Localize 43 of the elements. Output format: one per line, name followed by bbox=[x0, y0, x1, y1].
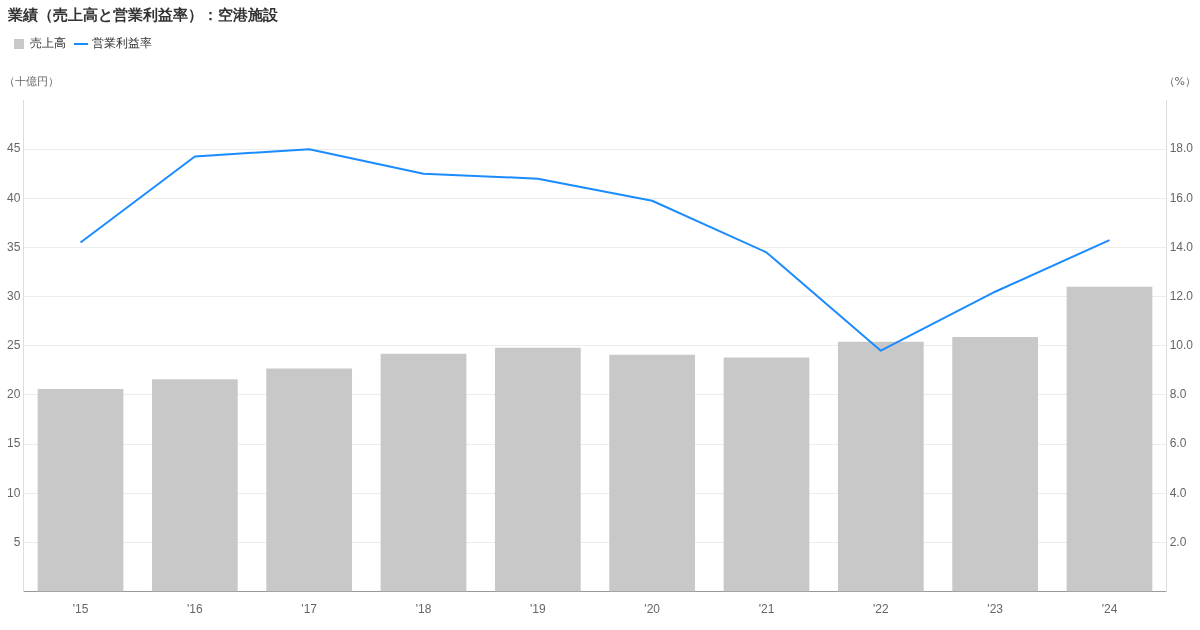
y2-tick-label: 18.0 bbox=[1169, 141, 1194, 156]
bar bbox=[151, 379, 238, 592]
bar bbox=[952, 336, 1039, 592]
x-tick-label: '17 bbox=[301, 602, 318, 617]
y-tick-label: 25 bbox=[6, 338, 21, 353]
x-tick-label: '23 bbox=[987, 602, 1004, 617]
y-tick-label: 20 bbox=[6, 387, 21, 402]
chart-title: 業績（売上高と営業利益率）：空港施設 bbox=[8, 6, 278, 25]
x-tick-label: '19 bbox=[530, 602, 546, 617]
y-tick-label: 40 bbox=[6, 190, 21, 205]
y2-tick-label: 12.0 bbox=[1169, 288, 1194, 303]
y-tick-label: 45 bbox=[6, 141, 21, 156]
x-tick-label: '18 bbox=[415, 602, 432, 617]
x-tick-label: '24 bbox=[1101, 602, 1118, 617]
bar bbox=[723, 357, 810, 592]
bar bbox=[609, 354, 696, 592]
y2-tick-label: 4.0 bbox=[1169, 485, 1187, 500]
y-tick-label: 5 bbox=[13, 534, 21, 549]
y-tick-label: 10 bbox=[6, 485, 21, 500]
y2-tick-label: 14.0 bbox=[1169, 239, 1194, 254]
x-tick-label: '16 bbox=[187, 602, 203, 617]
y2-tick-label: 10.0 bbox=[1169, 338, 1194, 353]
y-tick-label: 15 bbox=[6, 436, 21, 451]
bar bbox=[266, 368, 353, 592]
y-tick-label: 35 bbox=[6, 239, 21, 254]
y-tick-label: 30 bbox=[6, 288, 21, 303]
legend-label: 営業利益率 bbox=[92, 36, 152, 51]
x-tick-label: '22 bbox=[873, 602, 889, 617]
y2-tick-label: 6.0 bbox=[1169, 436, 1187, 451]
y2-tick-label: 2.0 bbox=[1169, 534, 1187, 549]
x-tick-label: '21 bbox=[758, 602, 775, 617]
bar bbox=[37, 389, 124, 592]
bar bbox=[494, 347, 581, 592]
y2-tick-label: 16.0 bbox=[1169, 190, 1194, 205]
x-tick-label: '15 bbox=[72, 602, 89, 617]
y2-axis-title: （%） bbox=[1163, 75, 1196, 89]
legend-label: 売上高 bbox=[30, 36, 66, 51]
bar bbox=[380, 353, 467, 592]
y2-tick-label: 8.0 bbox=[1169, 387, 1187, 402]
bar bbox=[1066, 286, 1153, 592]
x-tick-label: '20 bbox=[644, 602, 661, 617]
y-axis-title: （十億円） bbox=[4, 75, 59, 89]
bar bbox=[837, 341, 924, 592]
